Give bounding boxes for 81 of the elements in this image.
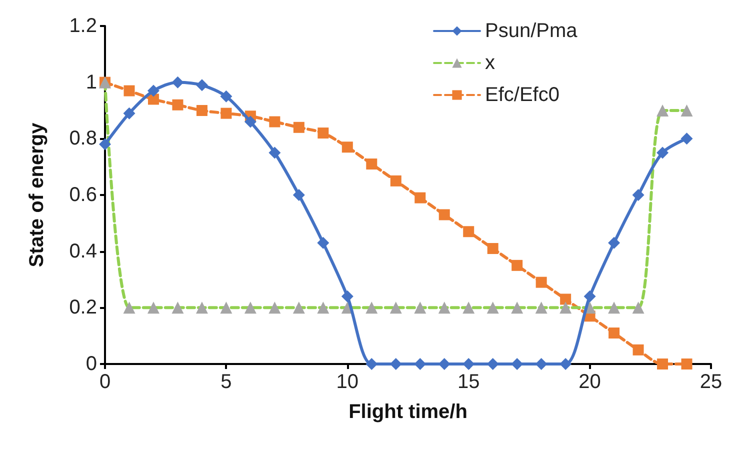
- point: [172, 99, 184, 110]
- point: [632, 302, 644, 314]
- point: [560, 294, 572, 305]
- x-tick-label: 10: [336, 371, 359, 393]
- point: [318, 128, 329, 139]
- point: [196, 79, 208, 92]
- point: [438, 302, 450, 314]
- point: [657, 358, 668, 370]
- point: [172, 302, 184, 314]
- point: [681, 358, 692, 370]
- y-tick-label: 1.2: [69, 15, 97, 37]
- point: [608, 302, 620, 314]
- point: [220, 108, 232, 119]
- point: [196, 302, 208, 314]
- point: [244, 302, 256, 314]
- point: [341, 290, 354, 302]
- point: [292, 189, 305, 201]
- point: [123, 302, 136, 314]
- legend-label: Psun/Pma: [485, 20, 578, 42]
- point: [268, 302, 281, 314]
- point: [560, 358, 572, 370]
- point: [584, 290, 596, 302]
- y-tick-label: 0: [86, 353, 97, 375]
- point: [293, 122, 304, 133]
- point: [487, 243, 498, 254]
- y-tick-label: 1: [86, 71, 97, 94]
- point: [196, 105, 208, 116]
- point: [390, 302, 402, 314]
- legend-label: x: [485, 52, 495, 74]
- point: [632, 189, 644, 201]
- point: [147, 84, 160, 97]
- point: [390, 175, 402, 186]
- x-axis-title: Flight time/h: [348, 401, 468, 423]
- point: [560, 302, 572, 314]
- point: [463, 226, 474, 238]
- point: [317, 302, 330, 314]
- x-tick-label: 20: [578, 371, 601, 393]
- point: [608, 328, 620, 339]
- point: [342, 142, 353, 153]
- point: [414, 302, 426, 314]
- point: [535, 302, 548, 314]
- point: [486, 358, 499, 370]
- point: [680, 104, 693, 116]
- y-tick-label: 0.4: [69, 240, 97, 262]
- y-tick-label: 0.8: [69, 128, 97, 150]
- point: [486, 302, 499, 314]
- point: [147, 302, 160, 314]
- point: [220, 90, 232, 102]
- point: [656, 104, 669, 116]
- point: [536, 276, 547, 288]
- point: [512, 260, 523, 271]
- point: [656, 146, 669, 159]
- point: [366, 302, 378, 314]
- point: [317, 236, 330, 249]
- point: [414, 192, 426, 204]
- point: [535, 358, 548, 370]
- x-tick-label: 15: [457, 371, 480, 393]
- point: [632, 344, 644, 356]
- y-axis-title: State of energy: [26, 122, 48, 268]
- point: [124, 85, 135, 96]
- x-tick-label: 5: [220, 371, 232, 393]
- x-tick-label: 0: [99, 371, 111, 393]
- point: [608, 236, 620, 249]
- point: [172, 76, 184, 88]
- point: [511, 302, 524, 314]
- point: [268, 146, 281, 159]
- point: [680, 132, 693, 145]
- point: [438, 209, 450, 220]
- point: [244, 116, 256, 128]
- point: [269, 116, 280, 128]
- y-tick-label: 0.2: [69, 296, 97, 319]
- point: [99, 138, 111, 150]
- point: [438, 358, 450, 370]
- point: [366, 158, 378, 170]
- point: [220, 302, 232, 314]
- point: [123, 107, 136, 120]
- point: [292, 302, 305, 314]
- x-tick-label: 25: [700, 371, 722, 393]
- y-tick-label: 0.6: [69, 184, 97, 206]
- point: [462, 302, 475, 314]
- legend-label: Efc/Efc0: [485, 84, 560, 106]
